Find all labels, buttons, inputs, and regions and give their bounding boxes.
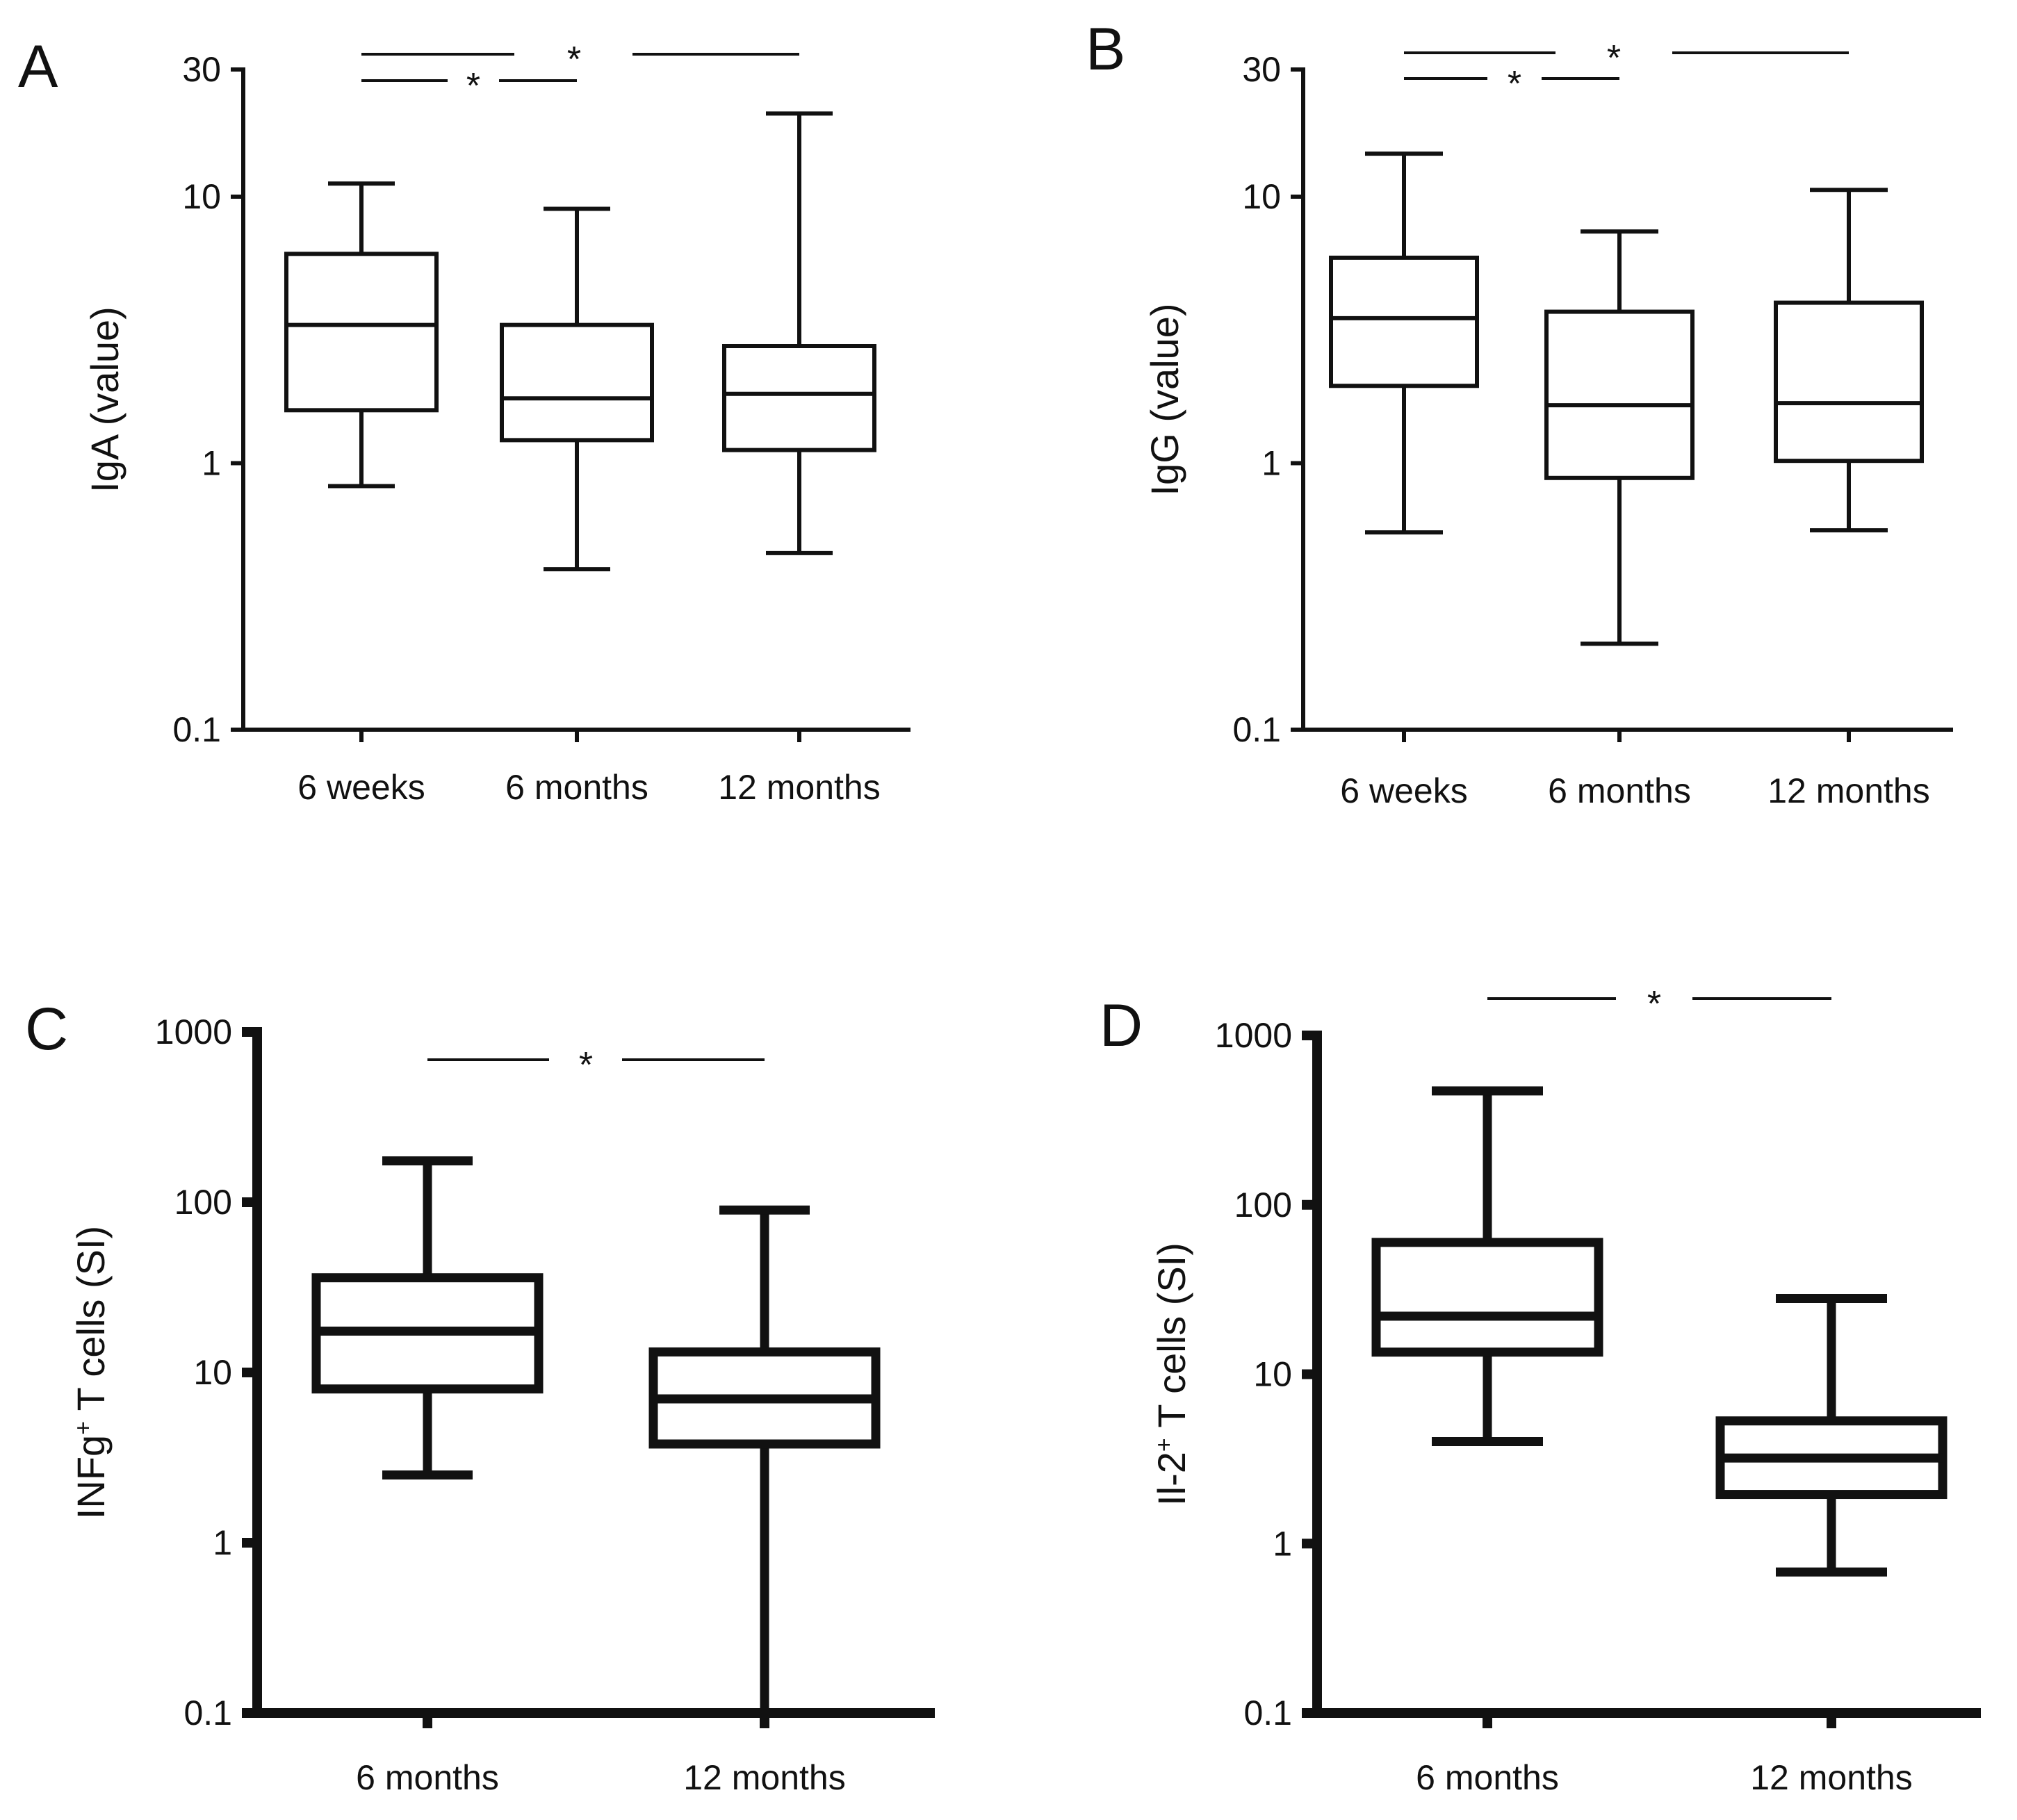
box-2 <box>1715 1294 1947 1577</box>
iqr-box <box>1544 309 1695 480</box>
y-tick-label: 0.1 <box>1232 710 1281 749</box>
x-tick-label: 6 weeks <box>1340 771 1467 810</box>
significance-star: * <box>1647 984 1661 1024</box>
y-tick-label: 0.1 <box>1243 1694 1292 1732</box>
iqr-box <box>1774 300 1924 464</box>
y-tick-label: 10 <box>1242 177 1281 216</box>
box-1 <box>1329 151 1479 535</box>
box-3 <box>722 111 876 555</box>
y-axis-title-rest: T cells (SI) <box>69 1226 113 1421</box>
y-tick-label: 1000 <box>155 1013 232 1051</box>
panel-d: D 0.1 1 10 100 1000 Il-2+ T cells (SI) 6 months… <box>1100 984 1981 1797</box>
y-tick-label: 1 <box>202 443 221 482</box>
iqr-box <box>1371 1238 1603 1357</box>
y-tick-label: 1 <box>1261 443 1281 482</box>
x-tick-label: 6 months <box>1416 1758 1559 1797</box>
x-tick-label: 6 weeks <box>297 768 425 807</box>
y-tick-label: 1 <box>213 1523 232 1562</box>
iqr-box <box>1329 255 1479 388</box>
y-tick-label: 100 <box>1234 1186 1292 1224</box>
x-tick-label: 12 months <box>1750 1758 1912 1797</box>
significance-star: * <box>1508 64 1521 104</box>
x-tick-label: 12 months <box>1767 771 1929 810</box>
significance-star: * <box>466 66 480 106</box>
box-2 <box>500 206 654 572</box>
y-tick-label: 1000 <box>1215 1016 1292 1055</box>
x-tick-label: 12 months <box>718 768 880 807</box>
iqr-box <box>722 344 876 452</box>
panel-letter: B <box>1086 16 1125 83</box>
panel-a: A 0.1 1 10 30 IgA (value) 6 weeks 6 months 12 mo… <box>18 33 910 807</box>
y-tick-label: 30 <box>182 50 221 89</box>
significance-star: * <box>567 40 581 80</box>
y-axis-title: IgG (value) <box>1143 304 1186 496</box>
x-tick-label: 6 months <box>356 1758 499 1797</box>
y-axis-title-rest: T cells (SI) <box>1150 1243 1193 1438</box>
panel-letter: D <box>1100 992 1143 1059</box>
iqr-box <box>500 322 654 443</box>
significance-star: * <box>579 1045 593 1085</box>
significance-star: * <box>1607 38 1621 79</box>
panel-b: B 0.1 1 10 30 IgG (value) 6 weeks 6 months 12 mo… <box>1086 16 1953 810</box>
panel-c: C 0.1 1 10 100 1000 INFg+ T cells (SI) 6 months… <box>25 996 935 1797</box>
y-tick-label: 10 <box>193 1353 232 1392</box>
x-tick-label: 6 months <box>1548 771 1691 810</box>
y-tick-label: 10 <box>1253 1355 1292 1394</box>
box-1 <box>284 181 439 489</box>
y-tick-label: 0.1 <box>172 710 221 749</box>
box-1 <box>311 1156 544 1480</box>
panel-letter: A <box>18 33 58 100</box>
y-axis-title: Il-2+ T cells (SI) <box>1150 1243 1193 1506</box>
iqr-box <box>284 252 439 413</box>
y-axis-title-superscript: + <box>1151 1438 1177 1452</box>
panel-letter: C <box>25 996 68 1063</box>
y-axis-title: INFg+ T cells (SI) <box>69 1226 113 1519</box>
y-tick-label: 0.1 <box>183 1694 232 1732</box>
y-tick-label: 1 <box>1273 1524 1292 1563</box>
box-2 <box>648 1205 881 1713</box>
box-1 <box>1371 1086 1603 1446</box>
y-axis-title-superscript: + <box>70 1421 97 1435</box>
y-tick-label: 100 <box>174 1183 232 1222</box>
y-tick-label: 10 <box>182 177 221 216</box>
x-tick-label: 6 months <box>505 768 648 807</box>
box-3 <box>1774 188 1924 533</box>
y-tick-label: 30 <box>1242 50 1281 89</box>
box-2 <box>1544 229 1695 646</box>
x-tick-label: 12 months <box>683 1758 845 1797</box>
y-axis-title: IgA (value) <box>83 306 126 493</box>
